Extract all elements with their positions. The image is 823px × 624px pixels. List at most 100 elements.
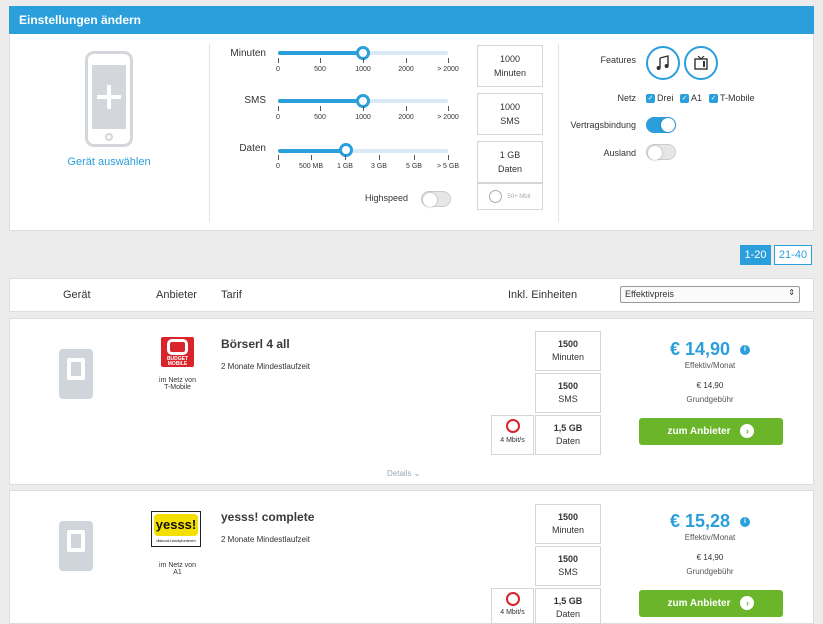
zum-anbieter-button[interactable]: zum Anbieter › — [639, 418, 783, 445]
tv-icon[interactable] — [684, 46, 718, 80]
provider-logo-yesss[interactable]: yesss! diskont-handyfonieren — [151, 511, 201, 547]
tarif-name[interactable]: yesss! complete — [221, 510, 315, 524]
data-value: 1 GB — [499, 150, 521, 160]
tick-label: 500 — [314, 66, 326, 73]
sms-value: 1000 — [499, 102, 521, 112]
column-geraet: Gerät — [63, 289, 91, 301]
tick-label: > 2000 — [437, 114, 459, 121]
phone-placeholder-icon[interactable] — [85, 51, 133, 147]
highspeed-label: Highspeed — [364, 193, 408, 203]
minutes-box: 1500 Minuten — [535, 331, 601, 371]
checkbox-label: T-Mobile — [720, 93, 755, 103]
tick-label: 2000 — [398, 114, 414, 121]
minutes-value: 1000 — [499, 54, 521, 64]
sms-value: 1500 — [557, 381, 579, 391]
info-icon[interactable]: i — [740, 345, 750, 355]
minutes-slider-fill — [278, 51, 363, 55]
tick-label: > 5 GB — [437, 163, 459, 170]
tick-label: 500 — [314, 114, 326, 121]
settings-header[interactable]: Einstellungen ändern — [9, 6, 814, 34]
network-name: A1 — [173, 569, 182, 576]
netz-checkbox-tmobile[interactable]: ✓ T-Mobile — [709, 93, 755, 103]
tick-label: > 2000 — [437, 66, 459, 73]
speed-label: 50+ Mbit — [507, 193, 531, 200]
provider-logo-budgetmobile[interactable]: BUDGET MOBILE — [161, 337, 194, 367]
logo-text: BUDGET — [166, 356, 189, 362]
select-arrows-icon: ⇕ — [788, 288, 795, 297]
base-fee-label: Grundgebühr — [686, 567, 734, 576]
slider-label-data: Daten — [239, 143, 266, 154]
price-label: Effektiv/Monat — [684, 533, 736, 542]
highspeed-toggle[interactable] — [421, 191, 451, 207]
button-label: zum Anbieter — [667, 598, 731, 609]
settings-panel — [9, 34, 814, 231]
logo-text: diskont-handyfonieren — [156, 538, 196, 543]
vertragsbindung-label: Vertragsbindung — [570, 120, 636, 130]
price-label: Effektiv/Monat — [684, 361, 736, 370]
minutes-value: 1500 — [557, 512, 579, 522]
speedometer-icon — [489, 190, 503, 203]
music-icon[interactable] — [646, 46, 680, 80]
page-button-1[interactable]: 1-20 — [740, 245, 771, 265]
zum-anbieter-button[interactable]: zum Anbieter › — [639, 590, 783, 617]
sms-value-box: 1000 SMS — [477, 93, 543, 135]
sms-box: 1500 SMS — [535, 373, 601, 413]
sms-unit: SMS — [500, 116, 520, 126]
divider — [209, 44, 210, 222]
tick-label: 2000 — [398, 66, 414, 73]
speed-box[interactable]: 50+ Mbit — [477, 183, 543, 210]
column-einheiten: Inkl. Einheiten — [508, 289, 578, 301]
data-value-box: 1 GB Daten — [477, 141, 543, 183]
data-unit: Daten — [555, 609, 581, 619]
base-fee: € 14,90 — [696, 381, 724, 390]
base-fee: € 14,90 — [696, 553, 724, 562]
data-unit: Daten — [497, 164, 523, 174]
features-label: Features — [600, 55, 636, 65]
netz-checkbox-a1[interactable]: ✓ A1 — [680, 93, 702, 103]
offer-card — [9, 318, 814, 485]
column-anbieter: Anbieter — [156, 289, 197, 301]
network-note: im Netz von A1 — [140, 562, 215, 576]
data-value: 1,5 GB — [553, 596, 583, 606]
device-select-link[interactable]: Gerät auswählen — [67, 156, 151, 168]
details-toggle[interactable]: Details ⌄ — [387, 469, 420, 478]
divider — [558, 44, 559, 222]
slider-label-sms: SMS — [244, 95, 266, 106]
sort-select-value: Effektivpreis — [625, 289, 674, 299]
effective-price: € 14,90 — [670, 339, 731, 359]
page-button-2[interactable]: 21-40 — [774, 245, 812, 265]
minutes-box: 1500 Minuten — [535, 504, 601, 544]
chevron-down-icon: ⌄ — [413, 469, 421, 478]
minutes-value-box: 1000 Minuten — [477, 45, 543, 87]
logo-text: MOBILE — [167, 361, 188, 367]
speed-value: 4 Mbit/s — [500, 437, 525, 444]
sim-card-icon — [59, 521, 93, 571]
tick-label: 5 GB — [406, 163, 422, 170]
minutes-unit: Minuten — [551, 525, 585, 535]
sort-select[interactable]: Effektivpreis ⇕ — [620, 286, 800, 303]
sms-box: 1500 SMS — [535, 546, 601, 586]
ausland-toggle[interactable] — [646, 144, 676, 160]
vertragsbindung-toggle[interactable] — [646, 117, 676, 133]
sim-card-icon — [59, 349, 93, 399]
data-unit: Daten — [555, 436, 581, 446]
tick-label: 1 GB — [337, 163, 353, 170]
column-tarif: Tarif — [221, 289, 242, 301]
data-value: 1,5 GB — [553, 423, 583, 433]
checkbox-label: Drei — [657, 93, 674, 103]
netz-checkbox-drei[interactable]: ✓ Drei — [646, 93, 674, 103]
base-fee-label: Grundgebühr — [686, 395, 734, 404]
data-slider-handle[interactable] — [339, 143, 353, 157]
tick-label: 3 GB — [371, 163, 387, 170]
tarif-name[interactable]: Börserl 4 all — [221, 337, 290, 351]
info-icon[interactable]: i — [740, 517, 750, 527]
data-slider-track[interactable] — [278, 149, 448, 153]
chevron-right-icon: › — [740, 424, 755, 439]
speed-indicator: 4 Mbit/s — [491, 588, 534, 624]
data-box: 1,5 GB Daten — [535, 588, 601, 624]
data-box: 1,5 GB Daten — [535, 415, 601, 455]
network-name: T-Mobile — [164, 384, 191, 391]
minutes-unit: Minuten — [551, 352, 585, 362]
min-term: 2 Monate Mindestlaufzeit — [221, 362, 310, 371]
button-label: zum Anbieter — [667, 426, 731, 437]
